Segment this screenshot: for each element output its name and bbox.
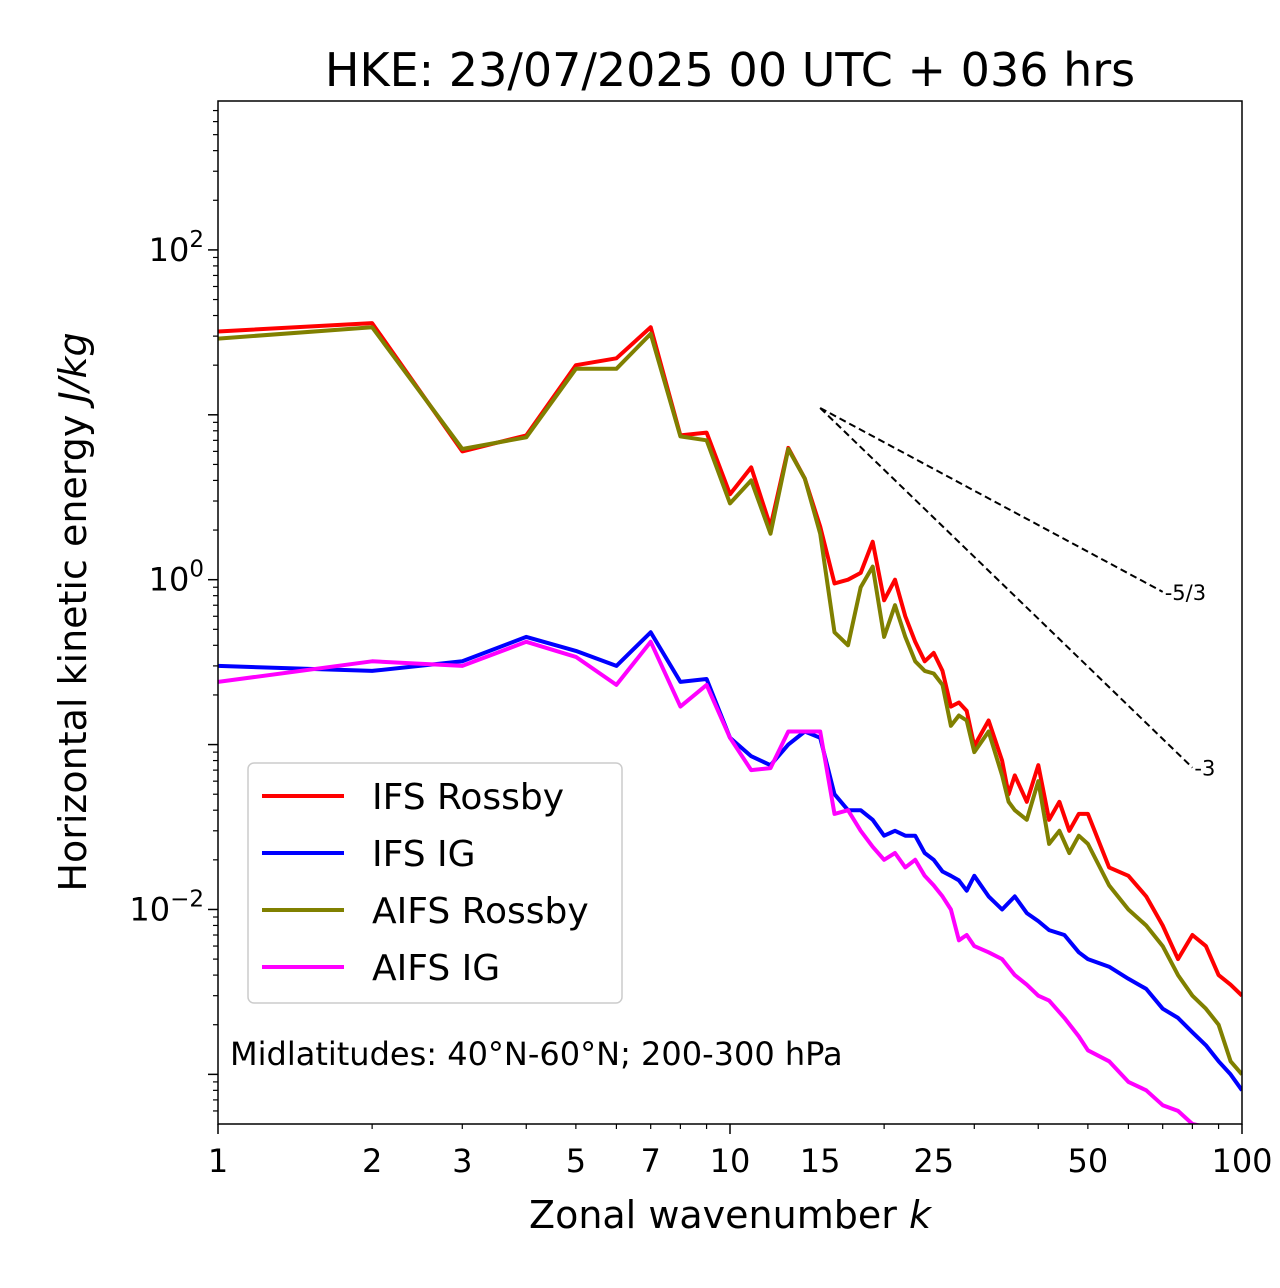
x-tick-label: 5 bbox=[566, 1142, 586, 1180]
reference-slopes: -5/3 -3 bbox=[819, 407, 1215, 781]
x-tick-label: 7 bbox=[641, 1142, 661, 1180]
legend-label-aifs-ig: AIFS IG bbox=[372, 948, 500, 989]
series-line-ifs-ig bbox=[218, 630, 1242, 1092]
series-line-ifs-rossby bbox=[218, 321, 1242, 998]
x-tick-label: 25 bbox=[913, 1142, 954, 1180]
slope-label-minus-5-3: -5/3 bbox=[1165, 581, 1206, 605]
plot-frame bbox=[217, 100, 1243, 1125]
x-tick-label: 10 bbox=[710, 1142, 751, 1180]
x-tick-label: 3 bbox=[452, 1142, 472, 1180]
x-axis-title: Zonal wavenumber k bbox=[529, 1193, 933, 1237]
svg-text:Zonal wavenumber k: Zonal wavenumber k bbox=[529, 1193, 933, 1237]
legend-label-aifs-rossby: AIFS Rossby bbox=[372, 891, 589, 932]
legend-box bbox=[247, 762, 623, 1004]
slope-label-minus-3: -3 bbox=[1194, 757, 1215, 781]
legend-label-ifs-rossby: IFS Rossby bbox=[372, 777, 564, 818]
region-annotation: Midlatitudes: 40°N-60°N; 200-300 hPa bbox=[230, 1035, 843, 1073]
x-tick-label: 1 bbox=[208, 1142, 228, 1180]
chart-title: HKE: 23/07/2025 00 UTC + 036 hrs bbox=[325, 43, 1135, 97]
legend-label-ifs-ig: IFS IG bbox=[372, 834, 476, 875]
slope-line-minus-3 bbox=[819, 407, 1194, 769]
x-tick-label: 100 bbox=[1211, 1142, 1272, 1180]
series-layer bbox=[218, 321, 1242, 1124]
x-tick-label: 15 bbox=[800, 1142, 841, 1180]
axis-ticks: 1 2 3 5 7 10 15 25 50 100 10−2 100 102 bbox=[129, 109, 1273, 1180]
y-tick-label: 10−2 bbox=[129, 886, 204, 928]
slope-line-minus-5-3 bbox=[819, 407, 1164, 593]
y-axis-title: Horizontal kinetic energy J/kg bbox=[51, 332, 95, 891]
legend: IFS Rossby IFS IG AIFS Rossby AIFS IG bbox=[247, 762, 623, 1004]
x-axis-variable: k bbox=[909, 1193, 933, 1237]
series-line-aifs-rossby bbox=[218, 325, 1242, 1076]
x-axis-label: Zonal wavenumber bbox=[529, 1193, 897, 1237]
x-tick-label: 50 bbox=[1068, 1142, 1109, 1180]
y-axis-label: Horizontal kinetic energy bbox=[51, 415, 95, 892]
y-tick-label: 102 bbox=[149, 227, 204, 269]
series-line-aifs-ig bbox=[218, 639, 1202, 1124]
x-tick-label: 2 bbox=[362, 1142, 382, 1180]
svg-text:Horizontal kinetic energy J/kg: Horizontal kinetic energy J/kg bbox=[51, 332, 95, 891]
y-tick-label: 100 bbox=[149, 557, 204, 599]
y-axis-unit: J/kg bbox=[51, 332, 95, 409]
